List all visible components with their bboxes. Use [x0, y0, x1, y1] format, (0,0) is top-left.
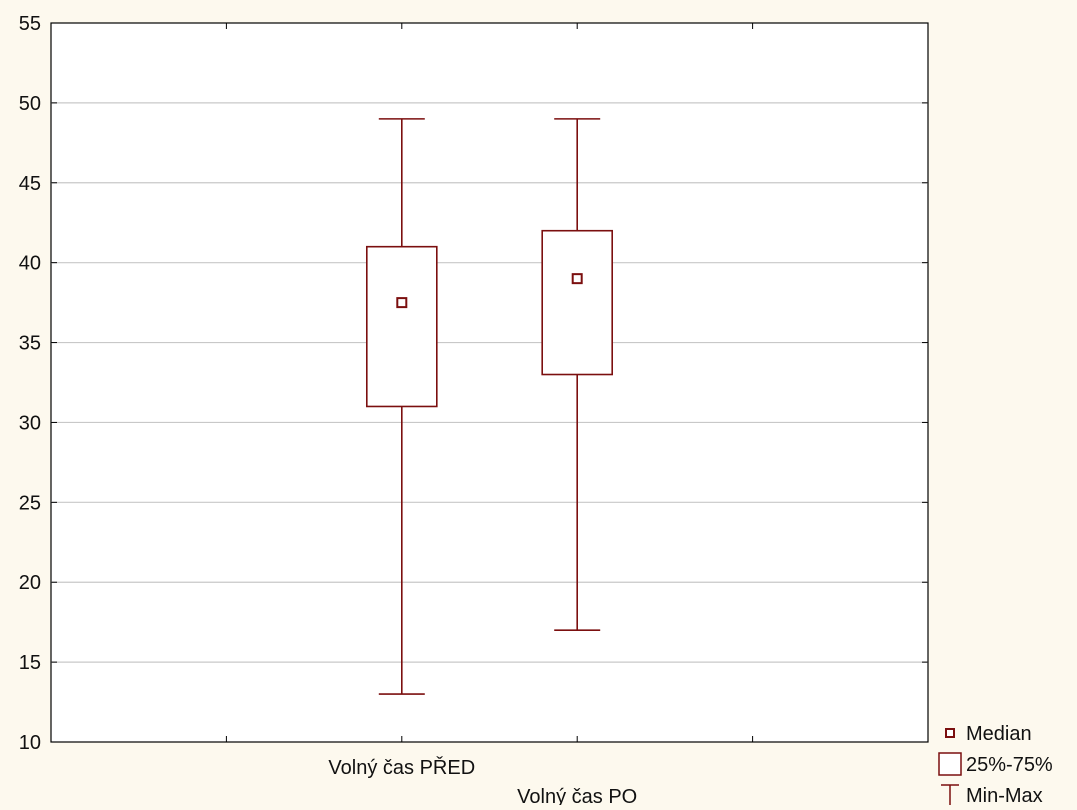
box-2	[541, 118, 614, 631]
y-tick-label: 25	[19, 492, 41, 514]
y-tick-label: 20	[19, 572, 41, 594]
box-1	[365, 118, 438, 695]
iqr-box	[365, 245, 438, 408]
y-tick-label: 35	[19, 333, 41, 355]
median-marker	[396, 297, 408, 309]
y-tick-label: 45	[19, 173, 41, 195]
iqr-box	[541, 229, 614, 376]
legend: Median 25%-75% Min-Max	[938, 723, 1053, 807]
plot-area	[50, 22, 929, 743]
legend-label: Median	[966, 723, 1032, 745]
legend-box-symbol	[938, 752, 962, 776]
legend-label: 25%-75%	[966, 754, 1053, 776]
grid-lines	[51, 102, 928, 663]
x-axis: Volný čas PŘED Volný čas PO	[225, 23, 754, 808]
x-tick-label: Volný čas PO	[517, 786, 637, 805]
legend-median-symbol	[945, 728, 955, 738]
y-tick-label: 55	[19, 13, 41, 35]
y-tick-label: 10	[19, 732, 41, 754]
x-tick-label: Volný čas PŘED	[328, 756, 475, 779]
legend-label: Min-Max	[966, 785, 1043, 805]
median-marker	[571, 273, 583, 285]
boxes	[365, 118, 614, 695]
y-tick-label: 30	[19, 412, 41, 434]
y-tick-label: 50	[19, 93, 41, 115]
y-tick-label: 40	[19, 253, 41, 275]
y-tick-label: 15	[19, 652, 41, 674]
y-axis: 10 15 20 25 30 35 40 45 50 55	[19, 13, 928, 754]
